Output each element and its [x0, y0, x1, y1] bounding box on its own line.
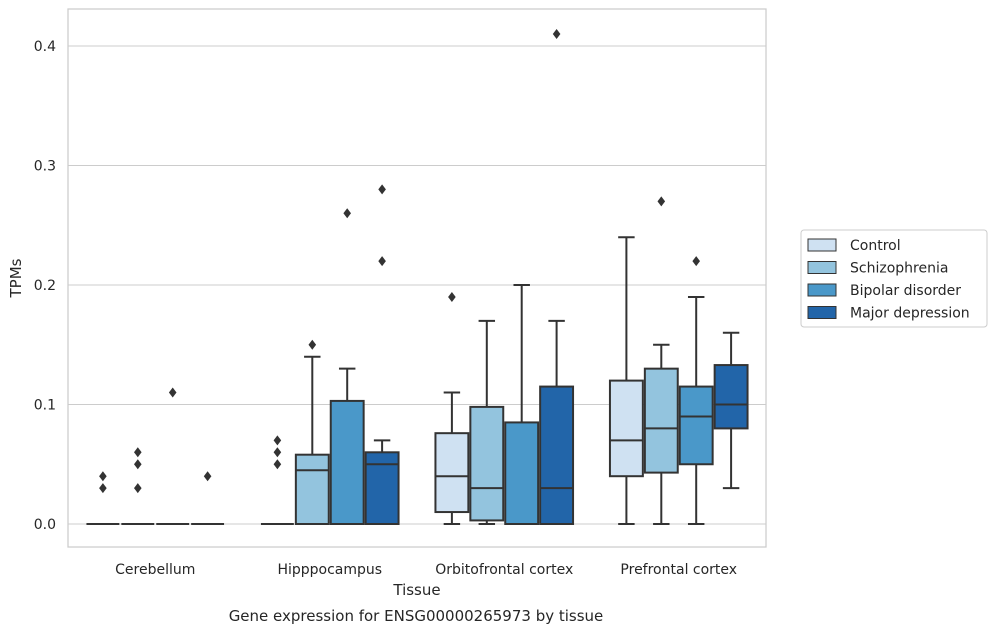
y-tick-label: 0.2 [34, 278, 56, 294]
box-body [608, 379, 644, 478]
box-major-depression [191, 471, 225, 525]
y-axis-label: TPMs [7, 258, 25, 298]
box-schizophrenia [469, 319, 505, 525]
figure-caption: Gene expression for ENSG00000265973 by t… [229, 607, 604, 625]
box-major-depression [713, 331, 749, 490]
outlier-point [657, 196, 666, 207]
outlier-point [99, 483, 107, 494]
boxes [86, 29, 749, 526]
box-bipolar-disorder [329, 208, 365, 526]
y-tick-labels: 0.0 0.1 0.2 0.3 0.4 [34, 39, 56, 533]
outlier-point [692, 256, 700, 267]
box-control [434, 291, 470, 525]
legend: Control Schizophrenia Bipolar disorder Majo… [800, 229, 988, 328]
outlier-point [448, 291, 456, 302]
box-schizophrenia [643, 196, 679, 525]
legend-frame [800, 229, 988, 328]
box-body [678, 385, 714, 466]
outlier-point [273, 435, 282, 446]
x-tick-labels: Cerebellum Hipppocampus Orbitofrontal cort… [115, 562, 737, 578]
box-body [329, 399, 365, 526]
x-tick-label: Orbitofrontal cortex [435, 562, 573, 578]
outlier-point [134, 459, 142, 470]
box-control [260, 435, 294, 525]
legend-swatch [807, 261, 837, 274]
outlier-point [273, 447, 282, 458]
y-tick-label: 0.3 [34, 159, 56, 175]
box-body [504, 421, 540, 525]
x-tick-label: Prefrontal cortex [620, 562, 737, 578]
box-bipolar-disorder [504, 284, 540, 525]
box-body [469, 405, 505, 522]
y-tick-label: 0.1 [34, 398, 56, 414]
box-bipolar-disorder [678, 256, 714, 525]
outlier-point [343, 208, 351, 219]
outlier-point [378, 184, 386, 195]
y-tick-label: 0.0 [34, 517, 56, 533]
plot-area-frame [67, 8, 767, 548]
outlier-point [552, 29, 561, 40]
box-schizophrenia [294, 339, 330, 525]
x-axis-label: Tissue [392, 581, 440, 599]
legend-label: Major depression [850, 306, 970, 322]
box-bipolar-disorder [156, 387, 190, 525]
outlier-point [134, 483, 142, 494]
outlier-point [134, 447, 142, 458]
outlier-point [99, 471, 107, 482]
legend-swatch [807, 238, 837, 252]
box-control [608, 236, 644, 525]
box-major-depression [364, 184, 400, 525]
outlier-point [378, 256, 386, 267]
x-tick-label: Hipppocampus [277, 562, 382, 578]
legend-label: Control [850, 238, 901, 254]
outlier-point [273, 459, 282, 470]
box-body [539, 385, 575, 526]
box-control [86, 471, 120, 525]
x-tick-label: Cerebellum [115, 562, 195, 578]
box-schizophrenia [121, 447, 155, 525]
outlier-point [308, 339, 317, 350]
legend-label: Bipolar disorder [850, 283, 961, 299]
legend-swatch [807, 283, 837, 297]
box-body [294, 453, 330, 525]
box-major-depression [539, 29, 575, 526]
legend-label: Schizophrenia [850, 261, 948, 277]
box-body [434, 432, 470, 514]
box-body [713, 364, 749, 430]
box-body [643, 367, 679, 474]
box-body [364, 451, 400, 525]
y-tick-label: 0.4 [34, 39, 56, 55]
outlier-point [168, 387, 177, 398]
outlier-point [203, 471, 212, 482]
legend-swatch [807, 306, 837, 319]
